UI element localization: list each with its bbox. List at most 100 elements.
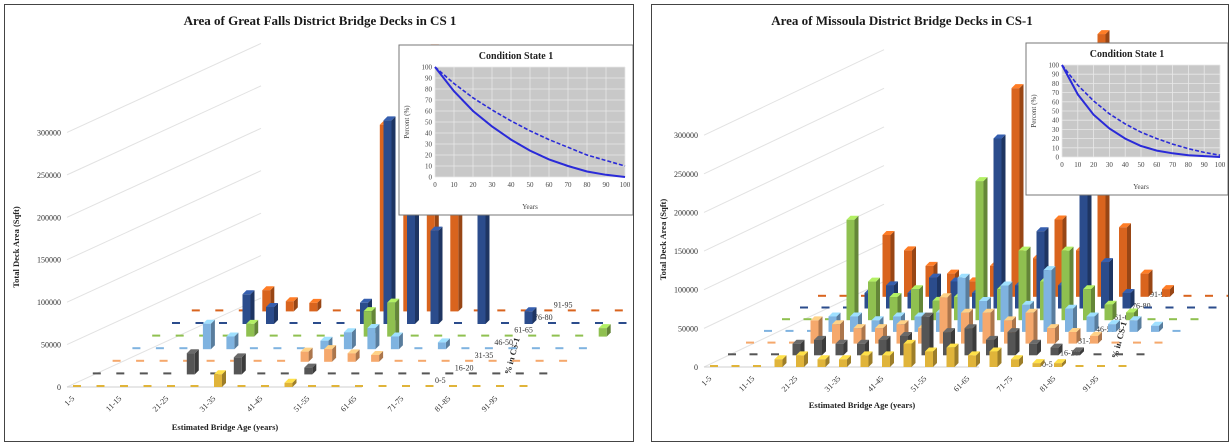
bar-side	[804, 351, 808, 367]
bar-91-95-15	[544, 309, 553, 312]
x-tick-label: 71-75	[995, 374, 1015, 394]
bar-91-95-4	[285, 297, 298, 312]
bar-46-50-6	[273, 347, 282, 350]
bar-76-80-1	[195, 322, 204, 324]
bar-top	[233, 353, 246, 358]
bar-side	[395, 298, 400, 337]
bar-flat	[132, 347, 141, 350]
y-tick-label: 0	[694, 363, 698, 372]
bar-flat	[152, 334, 161, 337]
bar-front	[875, 328, 883, 344]
bar-top	[304, 363, 317, 368]
bar-flat	[461, 347, 470, 350]
bar-flat	[449, 385, 457, 387]
bar-front	[1025, 312, 1034, 344]
bar-61-65-15	[1104, 300, 1117, 321]
bar-top	[1054, 215, 1067, 220]
bar-46-50-18	[555, 347, 564, 350]
bar-flat	[468, 372, 477, 375]
inset-y-tick: 30	[1052, 126, 1060, 134]
bar-top	[343, 328, 356, 333]
bar-top	[947, 269, 959, 274]
bar-31-35-5	[853, 324, 866, 344]
bar-flat	[1111, 341, 1120, 344]
bar-46-50-10	[367, 323, 380, 350]
bar-side	[1116, 320, 1120, 332]
inset-x-tick: 20	[1090, 161, 1098, 169]
bar-front	[835, 343, 844, 356]
y-tick-label: 250000	[37, 171, 61, 180]
bar-61-65-0	[782, 318, 790, 321]
bar-0-5-10	[308, 385, 316, 387]
bar-flat	[1183, 294, 1192, 297]
bar-side	[1127, 223, 1131, 297]
bar-top	[814, 335, 826, 340]
bar-flat	[210, 372, 219, 375]
bar-front	[832, 324, 840, 344]
bar-16-20-5	[835, 339, 848, 356]
inset-y-tick: 10	[1052, 144, 1060, 152]
bar-16-20-11	[351, 372, 360, 375]
depth-tick-label: 91-95	[554, 300, 573, 309]
y-tick-label: 50000	[41, 341, 61, 350]
inset-y-tick: 20	[425, 152, 433, 160]
bar-flat	[1118, 365, 1127, 367]
inset-y-tick: 0	[429, 174, 433, 182]
bar-front	[266, 307, 274, 324]
bar-side	[415, 184, 419, 324]
inset-y-tick: 50	[425, 119, 433, 127]
bar-chart-missoula: Area of Missoula District Bridge Decks i…	[658, 13, 1228, 410]
inset-x-tick: 80	[584, 181, 592, 189]
bar-flat	[139, 372, 148, 375]
bar-flat	[1144, 306, 1152, 309]
bar-front	[1068, 332, 1077, 344]
bar-front	[968, 281, 977, 297]
bar-front	[1122, 293, 1131, 309]
bar-flat	[1154, 341, 1163, 344]
bar-46-50-7	[296, 347, 305, 350]
bar-side	[1015, 328, 1020, 356]
bar-top	[889, 293, 902, 298]
bar-flat	[504, 334, 513, 337]
bar-side	[868, 351, 873, 367]
bar-91-95-16	[567, 309, 576, 312]
gridline	[703, 126, 885, 213]
bar-76-80-16	[1144, 306, 1152, 309]
bar-16-20-7	[257, 372, 266, 375]
bar-top	[320, 336, 333, 341]
bar-flat	[215, 309, 224, 312]
bar-side	[308, 347, 313, 362]
bar-flat	[1169, 318, 1177, 321]
bar-flat	[331, 385, 340, 387]
bar-top	[1151, 321, 1163, 326]
inset-x-tick: 100	[1215, 161, 1226, 169]
bar-top	[1000, 281, 1013, 286]
bar-flat	[143, 385, 152, 387]
bar-31-35-2	[789, 341, 797, 344]
bar-46-50-14	[1065, 304, 1077, 332]
bar-top	[921, 312, 934, 317]
bar-front	[774, 359, 783, 367]
bar-front	[262, 290, 271, 312]
bar-91-95-6	[332, 309, 341, 312]
bar-76-80-18	[595, 322, 603, 324]
bar-91-95-18	[1205, 294, 1213, 297]
bar-61-65-18	[575, 334, 584, 337]
bar-front	[598, 328, 607, 337]
y-tick-label: 0	[57, 383, 61, 392]
bar-side	[292, 378, 297, 387]
bar-front	[839, 359, 847, 367]
bar-76-80-11	[430, 226, 443, 324]
inset-y-tick: 40	[1052, 117, 1060, 125]
bar-front	[1108, 324, 1116, 332]
bar-0-5-10	[925, 347, 937, 367]
bar-front	[1126, 312, 1134, 321]
bar-side	[1040, 359, 1045, 367]
bar-flat	[782, 318, 790, 321]
bar-31-35-14	[441, 359, 450, 362]
bar-0-5-13	[378, 385, 387, 387]
bar-top	[792, 339, 805, 344]
bar-side	[865, 339, 869, 356]
bar-top	[946, 343, 959, 348]
bar-flat	[336, 322, 345, 324]
